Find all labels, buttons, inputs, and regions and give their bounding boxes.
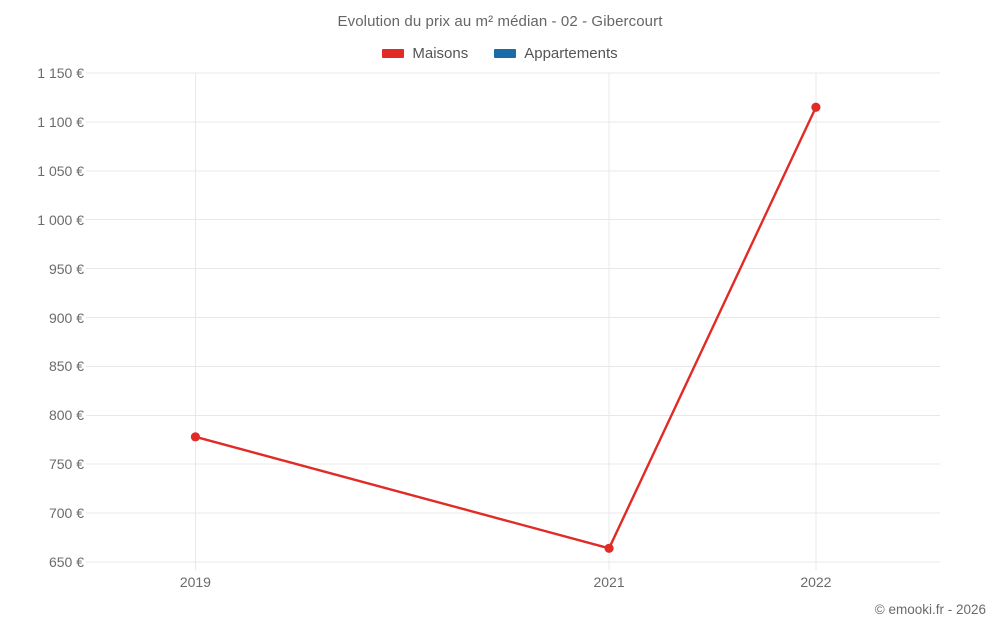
legend-item-appartements[interactable]: Appartements: [494, 45, 618, 62]
y-axis-tick-label: 900 €: [48, 309, 84, 326]
y-axis-tick-label: 750 €: [48, 456, 84, 473]
legend-swatch-maisons: [382, 49, 405, 58]
y-axis-tick-label: 1 050 €: [37, 162, 84, 179]
chart-legend: Maisons Appartements: [0, 45, 1000, 62]
x-axis-tick-label: 2019: [179, 574, 211, 590]
y-axis-tick-label: 1 100 €: [37, 113, 84, 130]
legend-swatch-appartements: [494, 49, 517, 58]
y-axis-tick-label: 650 €: [48, 554, 84, 570]
y-axis-tick-label: 1 150 €: [37, 65, 84, 81]
legend-item-maisons[interactable]: Maisons: [382, 45, 468, 62]
y-axis-tick-label: 1 000 €: [37, 211, 84, 228]
x-axis-tick-label: 2021: [593, 574, 625, 590]
legend-label-appartements: Appartements: [524, 45, 618, 62]
y-axis-tick-label: 700 €: [48, 505, 84, 522]
x-axis-tick-label: 2022: [800, 574, 832, 590]
data-point-marker[interactable]: [811, 102, 821, 112]
data-point-marker[interactable]: [190, 432, 201, 442]
data-point-marker[interactable]: [604, 543, 614, 553]
chart-title: Evolution du prix au m² médian - 02 - Gi…: [337, 13, 663, 30]
legend-label-maisons: Maisons: [412, 45, 469, 62]
y-axis-tick-label: 850 €: [48, 358, 84, 375]
y-axis-tick-label: 800 €: [48, 407, 84, 424]
footer-credit: © emooki.fr - 2026: [874, 602, 986, 617]
y-axis-labels: 650 € 700 € 750 € 800 € 850 € 900 € 950 € 1 000…: [0, 0, 84, 625]
y-axis-tick-label: 950 €: [48, 260, 84, 277]
